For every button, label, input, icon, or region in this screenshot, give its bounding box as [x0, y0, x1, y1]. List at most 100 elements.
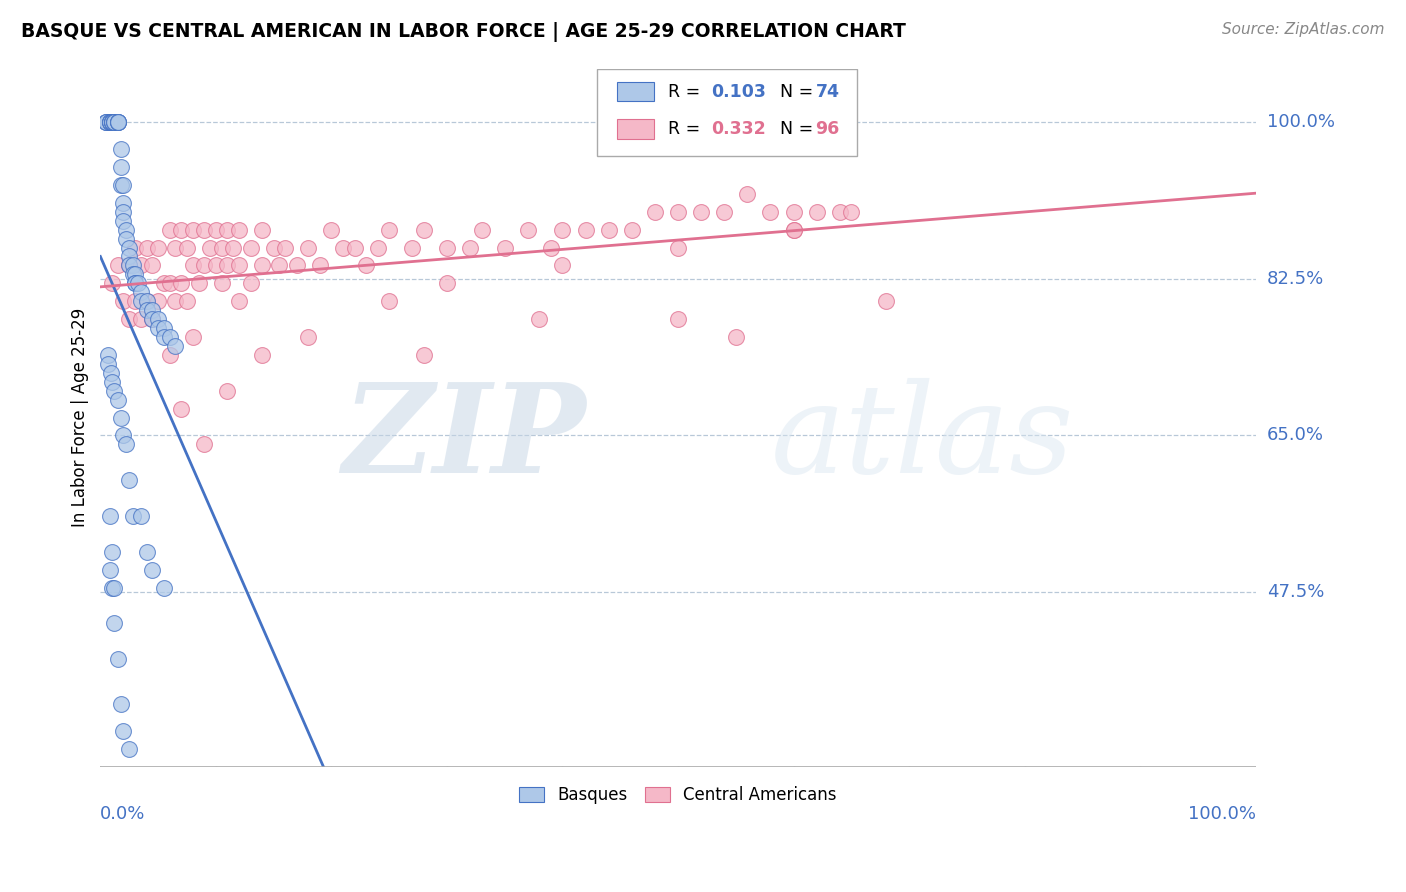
Point: [103, 115, 125, 129]
Point: [187, 277, 209, 291]
Bar: [617, 120, 654, 139]
Text: 0.0%: 0.0%: [100, 805, 146, 823]
Point: [250, 222, 273, 236]
Point: [285, 259, 308, 273]
Point: [100, 366, 122, 380]
Point: [112, 428, 135, 442]
Point: [112, 178, 135, 192]
Point: [367, 240, 389, 254]
Point: [205, 222, 228, 236]
Point: [110, 697, 132, 711]
Point: [129, 508, 152, 523]
Point: [551, 259, 574, 273]
Point: [121, 259, 143, 273]
Point: [620, 222, 643, 236]
Point: [98, 563, 121, 577]
Point: [165, 339, 187, 353]
Y-axis label: In Labor Force | Age 25-29: In Labor Force | Age 25-29: [72, 308, 89, 527]
Point: [107, 392, 129, 407]
Point: [110, 178, 132, 192]
Point: [98, 115, 121, 129]
Text: 0.103: 0.103: [711, 83, 766, 101]
Point: [98, 115, 121, 129]
Point: [176, 240, 198, 254]
Text: R =: R =: [668, 120, 706, 138]
Point: [269, 259, 291, 273]
Point: [98, 115, 121, 129]
Point: [112, 195, 135, 210]
Text: atlas: atlas: [770, 377, 1074, 500]
Point: [378, 222, 401, 236]
Point: [165, 294, 187, 309]
Point: [170, 222, 193, 236]
Point: [101, 277, 124, 291]
Point: [101, 375, 124, 389]
Point: [110, 142, 132, 156]
Point: [297, 330, 319, 344]
Point: [401, 240, 423, 254]
Point: [193, 222, 215, 236]
Point: [211, 240, 233, 254]
FancyBboxPatch shape: [598, 69, 858, 156]
Point: [97, 348, 120, 362]
Point: [101, 545, 124, 559]
Point: [124, 294, 146, 309]
Point: [112, 213, 135, 227]
Point: [170, 277, 193, 291]
Point: [308, 259, 330, 273]
Point: [713, 204, 735, 219]
Point: [228, 294, 250, 309]
Point: [135, 303, 157, 318]
Point: [666, 204, 689, 219]
Point: [228, 222, 250, 236]
Point: [103, 581, 125, 595]
Point: [263, 240, 285, 254]
Point: [107, 115, 129, 129]
Point: [217, 384, 239, 398]
Point: [94, 115, 117, 129]
Point: [494, 240, 516, 254]
Point: [551, 222, 574, 236]
Point: [114, 222, 136, 236]
Point: [141, 259, 163, 273]
Text: R =: R =: [668, 83, 706, 101]
Text: 100.0%: 100.0%: [1267, 113, 1334, 131]
Point: [217, 222, 239, 236]
Point: [118, 240, 141, 254]
Point: [146, 321, 169, 335]
Point: [141, 312, 163, 326]
Point: [127, 277, 149, 291]
Point: [124, 240, 146, 254]
Point: [165, 240, 187, 254]
Point: [129, 259, 152, 273]
Point: [436, 277, 458, 291]
Point: [159, 222, 181, 236]
Point: [141, 312, 163, 326]
Point: [436, 240, 458, 254]
Text: 96: 96: [815, 120, 839, 138]
Point: [516, 222, 538, 236]
Point: [875, 294, 897, 309]
Point: [274, 240, 297, 254]
Text: Source: ZipAtlas.com: Source: ZipAtlas.com: [1222, 22, 1385, 37]
Point: [107, 115, 129, 129]
Point: [153, 321, 176, 335]
Point: [121, 508, 143, 523]
Point: [759, 204, 782, 219]
Text: N =: N =: [769, 83, 820, 101]
Text: 47.5%: 47.5%: [1267, 583, 1324, 601]
Point: [782, 204, 804, 219]
Point: [124, 277, 146, 291]
Point: [222, 240, 245, 254]
Point: [828, 204, 851, 219]
Point: [97, 357, 120, 371]
Point: [110, 160, 132, 174]
Point: [205, 259, 228, 273]
Point: [118, 259, 141, 273]
Point: [121, 268, 143, 282]
Point: [181, 222, 204, 236]
Point: [378, 294, 401, 309]
Point: [666, 240, 689, 254]
Point: [193, 437, 215, 451]
Text: 74: 74: [815, 83, 839, 101]
